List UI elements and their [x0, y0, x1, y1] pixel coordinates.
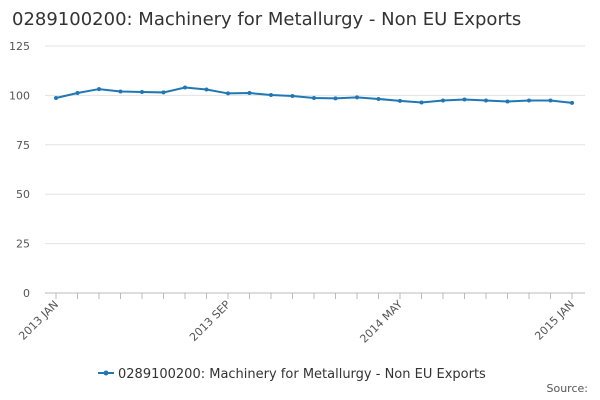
point	[570, 100, 574, 105]
point	[118, 89, 123, 94]
point	[247, 91, 252, 96]
y-tick-label: 75	[16, 139, 30, 152]
source: Source:	[547, 382, 589, 395]
point	[269, 93, 273, 98]
point	[140, 90, 144, 95]
point	[183, 85, 187, 90]
x-tick-label: 2015 JAN	[532, 298, 577, 343]
y-tick-label: 125	[9, 40, 30, 53]
y-tick-label: 25	[16, 238, 30, 251]
legend-label: 0289100200: Machinery for Metallurgy - N…	[118, 367, 486, 382]
point	[376, 96, 381, 101]
point	[398, 98, 402, 103]
point	[75, 91, 80, 96]
x-tick-label: 2014 MAY	[357, 298, 405, 346]
point	[226, 91, 230, 96]
point	[441, 98, 445, 103]
point	[548, 98, 553, 103]
point	[333, 96, 338, 101]
x-tick-label: 2013 SEP	[187, 298, 233, 344]
point	[54, 95, 58, 100]
point	[484, 98, 488, 103]
legend-swatch-dot	[103, 370, 109, 376]
x-tick-label: 2013 JAN	[16, 298, 61, 343]
point	[97, 87, 101, 92]
chart-title: 0289100200: Machinery for Metallurgy - N…	[12, 9, 521, 30]
point	[161, 90, 166, 95]
y-tick-label: 100	[9, 89, 30, 102]
y-tick-label: 50	[16, 188, 30, 201]
point	[527, 98, 531, 103]
point	[204, 87, 209, 92]
point	[462, 97, 467, 102]
point	[505, 99, 510, 104]
y-tick-label: 0	[23, 287, 30, 300]
point	[312, 95, 316, 100]
point	[419, 100, 424, 105]
point	[355, 95, 359, 100]
point	[290, 93, 295, 98]
